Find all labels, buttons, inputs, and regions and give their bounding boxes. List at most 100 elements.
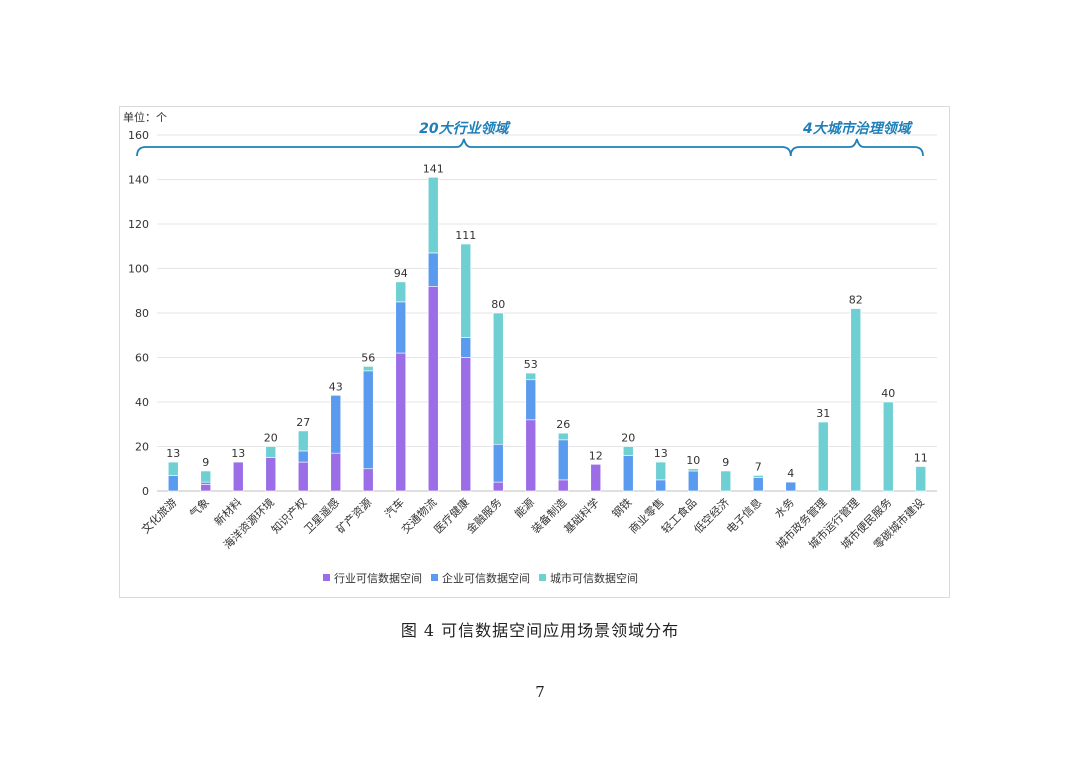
data-label: 12 (589, 449, 603, 462)
bar-segment (492, 481, 504, 492)
category-label: 矿产资源 (333, 495, 374, 536)
bar-segment (622, 446, 634, 456)
category-label: 能源 (511, 495, 536, 520)
bar-segment (687, 468, 699, 472)
group-label: 20大行业领域 (419, 120, 511, 137)
data-label: 141 (423, 162, 444, 175)
y-tick-label: 160 (128, 129, 149, 142)
bar-segment (655, 479, 667, 492)
unit-label: 单位：个 (123, 110, 167, 124)
category-label: 水务 (772, 496, 797, 521)
data-label: 31 (816, 407, 830, 420)
bar-segment (200, 470, 212, 483)
data-label: 53 (524, 358, 538, 371)
bar-segment (362, 366, 374, 372)
bar-segment (687, 470, 699, 492)
group-label: 4大城市治理领域 (802, 120, 914, 137)
category-label: 基础科学 (561, 495, 602, 536)
bar-segment (492, 312, 504, 445)
data-label: 27 (296, 416, 310, 429)
group-bracket (789, 138, 924, 157)
bar-segment (460, 337, 472, 358)
legend-label: 城市可信数据空间 (550, 571, 638, 585)
bar-segment (850, 308, 862, 492)
bar-segment (492, 443, 504, 483)
page-number: 7 (535, 683, 545, 701)
bar-segment (752, 477, 764, 492)
bar-segment (232, 461, 244, 492)
bar-segment (557, 479, 569, 492)
bar-segment (720, 470, 732, 492)
data-label: 56 (361, 351, 375, 364)
legend-swatch (323, 574, 330, 581)
group-bracket (136, 138, 792, 157)
bar-segment (427, 286, 439, 492)
bar-segment (427, 252, 439, 287)
data-label: 13 (231, 447, 245, 460)
data-label: 43 (329, 380, 343, 393)
bar-segment (362, 468, 374, 492)
data-label: 82 (849, 294, 863, 307)
bar-segment (395, 352, 407, 492)
y-tick-label: 60 (135, 352, 149, 365)
bar-segment (200, 481, 212, 485)
bar-segment (265, 457, 277, 492)
legend-swatch (539, 574, 546, 581)
bar-segment (395, 281, 407, 303)
legend-label: 企业可信数据空间 (442, 571, 530, 585)
bar-segment (460, 357, 472, 492)
data-label: 20 (264, 432, 278, 445)
bar-segment (427, 176, 439, 254)
y-tick-label: 0 (142, 485, 149, 498)
category-label: 钢铁 (610, 496, 635, 521)
category-label: 文化旅游 (138, 495, 179, 536)
data-label: 40 (881, 387, 895, 400)
bar-segment (752, 475, 764, 478)
bar-segment (297, 430, 309, 452)
data-label: 94 (394, 267, 408, 280)
bar-segment (590, 463, 602, 492)
bar-segment (330, 395, 342, 454)
data-label: 9 (202, 456, 209, 469)
data-label: 11 (914, 452, 928, 465)
y-tick-label: 40 (135, 396, 149, 409)
data-label: 111 (455, 229, 476, 242)
bar-segment (817, 421, 829, 492)
data-label: 9 (722, 456, 729, 469)
bar-segment (200, 484, 212, 492)
bar-segment (167, 475, 179, 492)
stacked-bar-chart: 单位：个02040608010012014016013文化旅游9气象13新材料2… (123, 110, 937, 585)
bar-segment (330, 452, 342, 492)
y-tick-label: 100 (128, 263, 149, 276)
bar-segment (297, 450, 309, 463)
bar-segment (557, 439, 569, 481)
bar-segment (655, 461, 667, 481)
bar-segment (297, 461, 309, 492)
category-label: 金融服务 (463, 495, 504, 536)
data-label: 20 (621, 432, 635, 445)
category-label: 汽车 (381, 495, 406, 520)
bar-segment (525, 419, 537, 492)
bar-segment (395, 301, 407, 354)
y-tick-label: 80 (135, 307, 149, 320)
bar-segment (525, 372, 537, 381)
data-label: 13 (654, 447, 668, 460)
data-label: 10 (686, 454, 700, 467)
bar-segment (265, 446, 277, 458)
legend-label: 行业可信数据空间 (334, 571, 422, 585)
data-label: 26 (556, 418, 570, 431)
y-tick-label: 20 (135, 441, 149, 454)
bar-segment (785, 481, 797, 492)
bar-segment (915, 466, 927, 492)
data-label: 80 (491, 298, 505, 311)
data-label: 4 (787, 467, 794, 480)
chart-container: 单位：个 0 20 40 60 80 100 120 140 160 13 文化旅游 9 气象 13 新材料 2… (119, 106, 950, 598)
category-label: 电子信息 (723, 495, 764, 536)
data-label: 7 (755, 460, 762, 473)
legend-swatch (431, 574, 438, 581)
y-tick-label: 120 (128, 218, 149, 231)
bar-segment (460, 243, 472, 338)
bar-segment (362, 370, 374, 470)
bar-segment (167, 461, 179, 476)
bar-segment (557, 432, 569, 441)
